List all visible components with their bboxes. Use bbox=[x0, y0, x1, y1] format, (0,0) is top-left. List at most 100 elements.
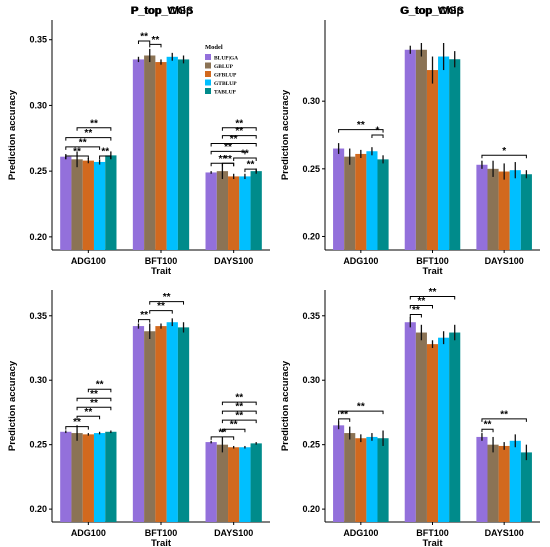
y-tick-label: 0.20 bbox=[302, 504, 320, 514]
significance-bracket bbox=[65, 137, 112, 141]
significance-label: * bbox=[376, 126, 380, 137]
significance-bracket bbox=[233, 157, 257, 161]
y-tick-label: 0.20 bbox=[302, 231, 320, 241]
bar-days100-gfblup bbox=[228, 176, 240, 250]
bar-days100-blupga bbox=[205, 442, 217, 522]
x-tick-label: BFT100 bbox=[145, 528, 178, 538]
panel-title: P_top_WGS bbox=[131, 5, 194, 17]
significance-label: ** bbox=[247, 160, 255, 171]
significance-label: ** bbox=[224, 142, 232, 153]
bar-days100-tablup bbox=[520, 174, 532, 250]
legend-label: BLUP|GA bbox=[214, 56, 238, 62]
bar-adg100-gfblup bbox=[82, 434, 94, 522]
significance-label: ** bbox=[140, 310, 148, 321]
significance-label: ** bbox=[417, 296, 425, 307]
significance-label: ** bbox=[157, 301, 165, 312]
bar-bft100-blupga bbox=[132, 59, 145, 250]
bar-adg100-blupga bbox=[333, 148, 345, 250]
significance-bracket bbox=[210, 150, 246, 155]
bar-adg100-gblup bbox=[344, 156, 356, 250]
bar-adg100-gtblup bbox=[93, 433, 106, 522]
legend-swatch bbox=[205, 79, 211, 86]
significance-bracket bbox=[221, 419, 257, 424]
significance-label: ** bbox=[140, 32, 148, 43]
bar-days100-tablup bbox=[250, 443, 262, 522]
bar-days100-tablup bbox=[520, 452, 532, 522]
bar-adg100-gtblup bbox=[366, 151, 378, 250]
y-tick-label: 0.20 bbox=[29, 232, 47, 242]
significance-bracket bbox=[409, 313, 422, 318]
bar-bft100-gblup bbox=[144, 331, 156, 522]
significance-bracket bbox=[149, 310, 173, 314]
significance-bracket bbox=[76, 397, 112, 402]
significance-label: ** bbox=[151, 35, 159, 46]
significance-bracket bbox=[137, 319, 151, 323]
y-tick-label: 0.25 bbox=[302, 164, 320, 174]
bar-bft100-gfblup bbox=[155, 62, 167, 250]
significance-label: ** bbox=[90, 398, 98, 409]
significance-label: ** bbox=[219, 154, 227, 165]
significance-label: ** bbox=[412, 305, 420, 316]
panel-g-top-chip: G_top_Chip 0.20 0.25 0.30 Prediction accurac… bbox=[280, 5, 540, 277]
significance-label: ** bbox=[84, 128, 92, 139]
legend: Model BLUP|GA GBLUP GFBLUP GTBLUP TABLUP bbox=[205, 44, 238, 96]
y-tick-label: 0.30 bbox=[302, 375, 320, 385]
significance-bracket bbox=[76, 406, 112, 411]
bar-days100-gblup bbox=[487, 168, 499, 250]
significance-label: ** bbox=[79, 137, 87, 148]
significance-bracket bbox=[65, 426, 89, 430]
significance-bracket bbox=[371, 134, 384, 138]
y-tick-label: 0.20 bbox=[29, 504, 47, 514]
significance-label: ** bbox=[219, 427, 227, 438]
bar-days100-blupga bbox=[476, 164, 488, 250]
x-tick-label: DAYS100 bbox=[485, 256, 524, 266]
significance-bracket bbox=[137, 40, 151, 45]
significance-bracket bbox=[221, 162, 235, 167]
significance-bracket bbox=[149, 301, 185, 305]
significance-bracket bbox=[221, 428, 246, 433]
significance-bracket bbox=[409, 295, 456, 300]
significance-bracket bbox=[244, 168, 257, 173]
x-tick-label: BFT100 bbox=[416, 528, 449, 538]
bar-adg100-blupga bbox=[60, 156, 72, 250]
significance-label: ** bbox=[96, 380, 104, 391]
panel-p-top-wgs: P_top_WGS 0.20 0.25 0.30 0.35 Prediction accu… bbox=[7, 5, 270, 547]
bar-bft100-blupga bbox=[404, 49, 416, 250]
x-axis-label: Trait bbox=[422, 538, 443, 547]
x-tick-label: DAYS100 bbox=[214, 256, 253, 266]
bar-bft100-tablup bbox=[449, 332, 461, 522]
x-axis-label: Trait bbox=[151, 266, 172, 277]
bar-days100-tablup bbox=[250, 171, 262, 250]
significance-bracket bbox=[481, 154, 527, 159]
significance-bracket bbox=[221, 410, 257, 415]
x-tick-label: DAYS100 bbox=[485, 528, 524, 538]
significance-bracket bbox=[210, 436, 235, 440]
significance-label: ** bbox=[235, 126, 243, 137]
significance-bracket bbox=[65, 155, 89, 160]
bar-adg100-tablup bbox=[105, 155, 117, 250]
bar-bft100-tablup bbox=[177, 327, 190, 522]
significance-label: ** bbox=[163, 292, 171, 303]
bar-days100-gblup bbox=[216, 444, 229, 522]
significance-label: ** bbox=[235, 402, 243, 413]
panel-title: P_top_Chip bbox=[131, 5, 192, 17]
y-tick-label: 0.30 bbox=[302, 96, 320, 106]
significance-label: ** bbox=[224, 154, 232, 165]
significance-bracket bbox=[481, 418, 527, 422]
y-axis-label: Prediction accuracy bbox=[7, 360, 18, 451]
bar-adg100-tablup bbox=[377, 159, 389, 250]
y-tick-label: 0.30 bbox=[29, 100, 47, 110]
bar-adg100-tablup bbox=[105, 431, 117, 522]
y-axis-label: Prediction accuracy bbox=[280, 89, 291, 180]
legend-swatch bbox=[205, 88, 211, 94]
significance-label: ** bbox=[90, 389, 98, 400]
panel-title: G_top_WGS bbox=[400, 5, 464, 17]
significance-label: ** bbox=[101, 147, 109, 158]
significance-label: ** bbox=[235, 393, 243, 404]
legend-swatch bbox=[205, 71, 211, 77]
legend-label: GFBLUP bbox=[214, 73, 237, 79]
bar-bft100-blupga bbox=[404, 322, 416, 522]
bar-days100-gfblup bbox=[498, 171, 510, 250]
legend-swatch bbox=[205, 62, 211, 69]
